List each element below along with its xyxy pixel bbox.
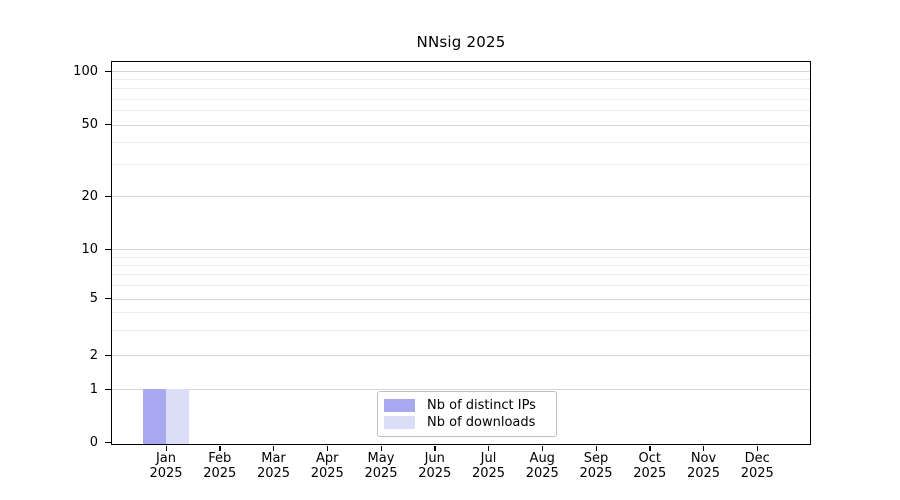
bar-downloads-jan [166,389,189,444]
major-gridline-5 [112,298,810,300]
legend-label-downloads: Nb of downloads [427,415,536,430]
minor-gridline-3 [112,329,810,331]
x-tick-mark-may [380,446,382,451]
x-tick-mark-aug [541,446,544,451]
bar-distinct-ips-jan [143,389,166,444]
y-tick-label-2: 2 [89,347,98,363]
minor-gridline-7 [112,274,810,276]
x-tick-mark-dec [756,446,759,451]
legend-item-distinct-ips: Nb of distinct IPs [384,398,547,413]
y-tick-mark-1 [105,388,111,390]
major-gridline-10 [112,249,810,250]
x-tick-label-apr: Apr 2025 [310,451,344,481]
y-tick-mark-0 [105,442,111,444]
minor-gridline-80 [112,88,810,90]
y-tick-label-5: 5 [89,291,98,306]
minor-gridline-40 [112,141,810,143]
minor-gridline-8 [112,264,810,266]
y-tick-label-1: 1 [89,381,98,397]
x-tick-label-jul: Jul 2025 [471,451,506,481]
x-tick-label-nov: Nov 2025 [686,451,721,481]
y-tick-label-100: 100 [73,63,98,79]
x-tick-mark-oct [649,446,651,451]
chart-title: NNsig 2025 [416,33,506,51]
x-tick-mark-jun [434,446,436,451]
major-gridline-20 [112,196,810,197]
minor-gridline-60 [112,110,810,112]
x-tick-mark-nov [703,446,705,451]
x-tick-label-oct: Oct 2025 [633,451,667,481]
legend-swatch-downloads [384,416,415,429]
x-tick-label-aug: Aug 2025 [525,451,559,481]
minor-gridline-70 [112,98,810,100]
minor-gridline-90 [112,79,810,81]
x-tick-mark-sep [595,446,597,451]
x-tick-label-may: May 2025 [364,451,398,481]
major-gridline-100 [112,71,810,72]
y-tick-mark-10 [105,248,111,250]
minor-gridline-6 [112,285,810,287]
y-tick-label-50: 50 [81,117,98,132]
y-tick-mark-100 [105,70,111,72]
x-tick-label-dec: Dec 2025 [740,451,774,481]
minor-gridline-4 [112,312,810,314]
x-tick-label-jan: Jan 2025 [149,451,183,481]
y-tick-label-10: 10 [81,241,98,257]
major-gridline-1 [112,389,810,390]
x-tick-mark-jul [488,446,490,451]
x-tick-label-feb: Feb 2025 [203,451,237,481]
y-tick-mark-5 [105,298,111,300]
minor-gridline-30 [112,164,810,166]
major-gridline-2 [112,355,810,356]
major-gridline-50 [112,124,810,126]
x-tick-mark-feb [219,446,221,451]
x-tick-mark-mar [273,446,275,451]
legend-swatch-distinct-ips [384,399,415,412]
x-tick-label-sep: Sep 2025 [579,451,613,481]
x-tick-mark-apr [326,446,329,451]
y-tick-mark-50 [105,124,111,126]
x-tick-mark-jan [165,446,167,451]
x-tick-label-mar: Mar 2025 [256,451,291,481]
legend: Nb of distinct IPs Nb of downloads [377,391,557,437]
plot-area: 100 50 20 10 5 2 1 0 Jan 2025 Feb 2025 Mar 2025 Apr 20… [73,61,811,481]
legend-item-downloads: Nb of downloads [384,415,547,430]
y-tick-label-20: 20 [81,188,98,204]
minor-gridline-9 [112,256,810,258]
x-tick-label-jun: Jun 2025 [418,451,452,481]
legend-label-distinct-ips: Nb of distinct IPs [427,398,536,413]
y-tick-mark-2 [105,354,111,356]
y-tick-label-0: 0 [89,435,98,450]
y-tick-mark-20 [105,195,111,197]
